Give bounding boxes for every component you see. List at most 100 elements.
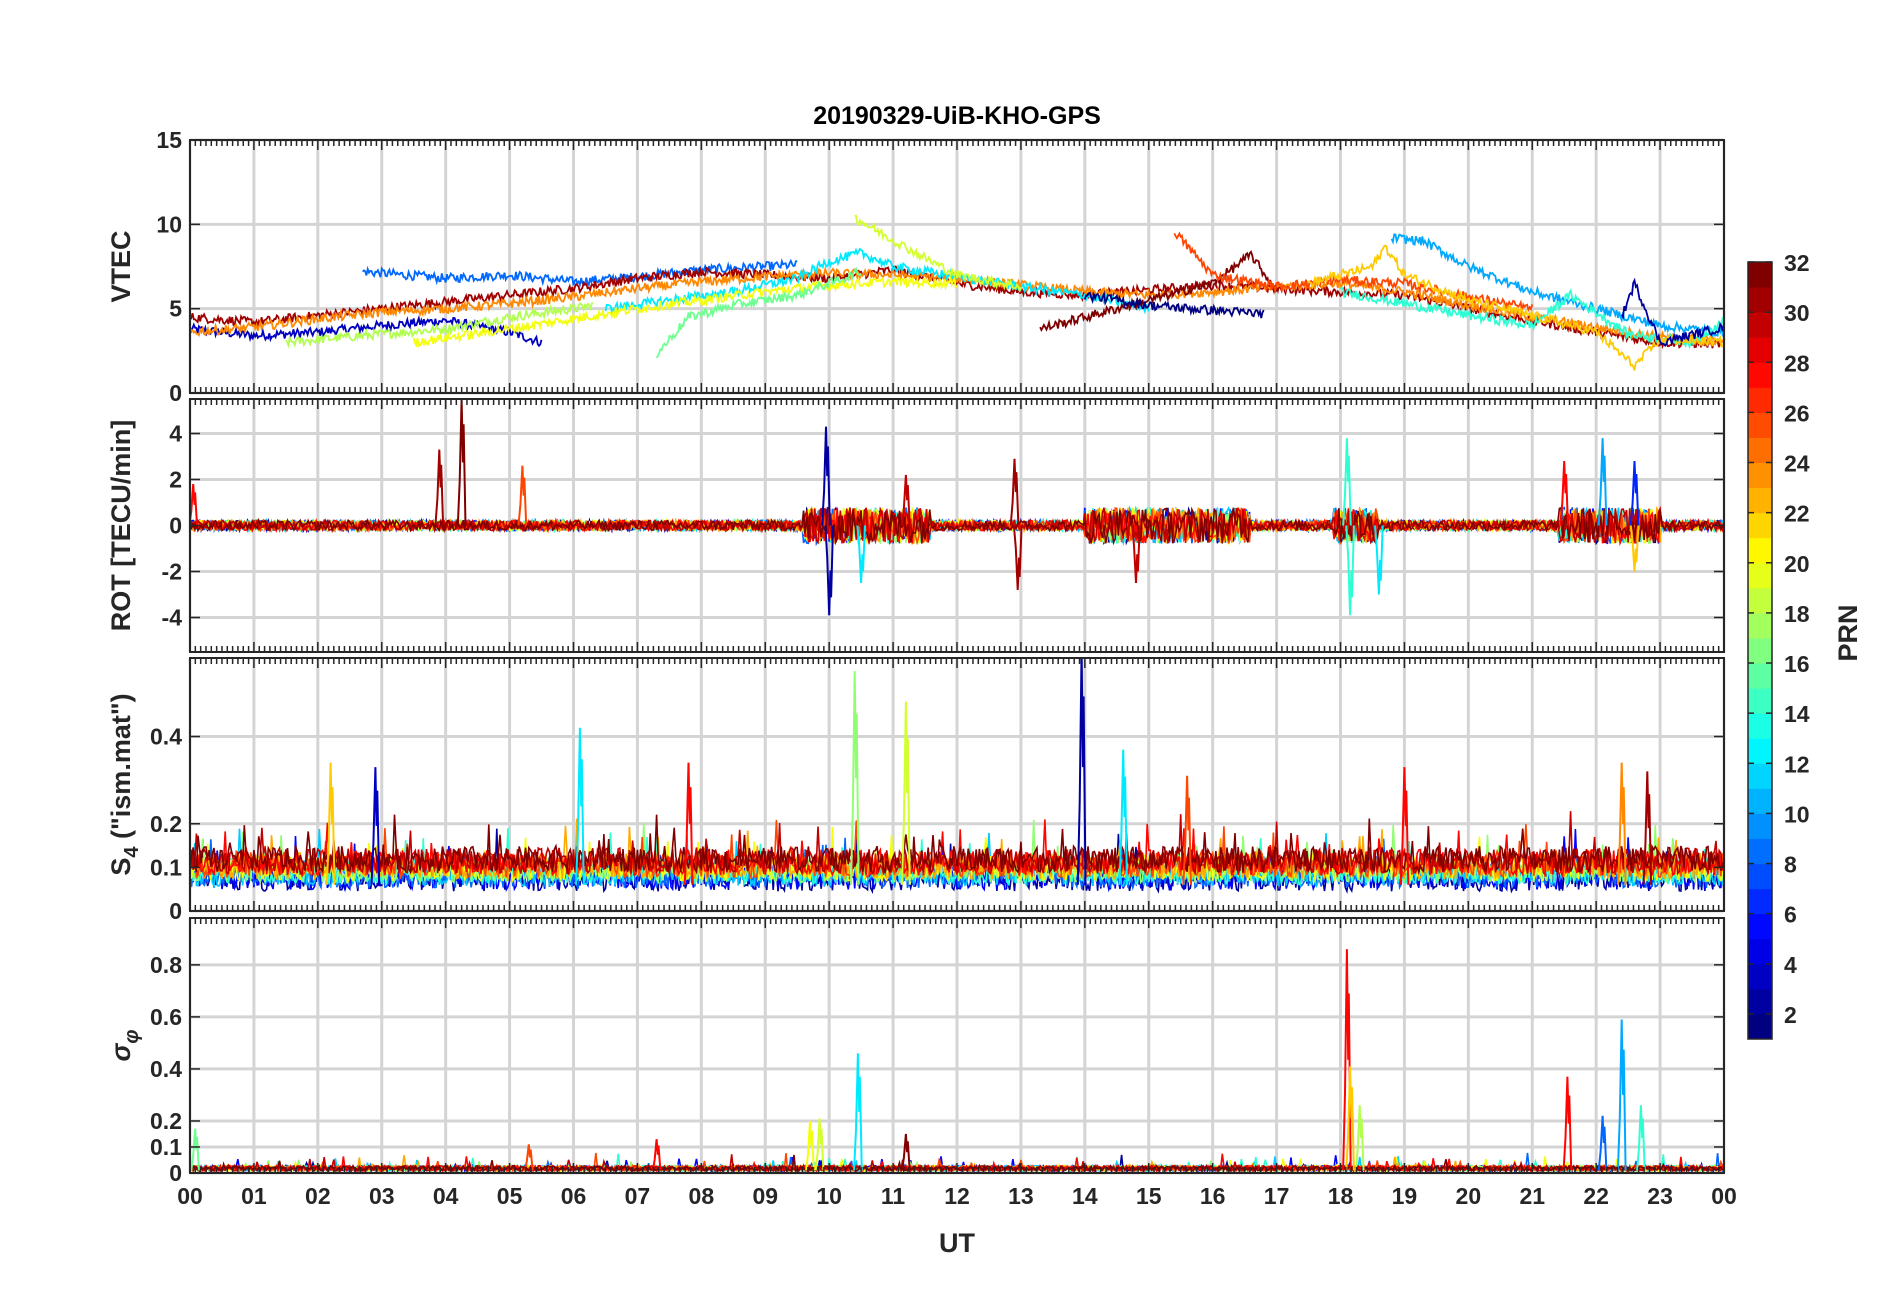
colorbar-box — [1747, 261, 1773, 1040]
colorbar-segment — [1748, 487, 1772, 514]
spike-prn-28 — [651, 1139, 662, 1171]
colorbar-segment — [1748, 437, 1772, 464]
spike-prn-16 — [190, 1128, 200, 1171]
colorbar-segment — [1748, 512, 1772, 539]
colorbar-segment — [1748, 362, 1772, 388]
x-tick-label: 20 — [1456, 1183, 1482, 1209]
series-vtec — [190, 214, 1724, 371]
spike-prn-26 — [1182, 775, 1192, 885]
colorbar-segment — [1748, 763, 1772, 789]
y-tick-label-rot: 4 — [169, 421, 182, 447]
colorbar-segment — [1748, 663, 1772, 689]
spike-prn-12 — [856, 525, 866, 584]
series-line-prn-30 — [190, 811, 1724, 877]
y-tick-label-sigma_phi: 0.8 — [150, 952, 182, 978]
spike-prn-10 — [1597, 438, 1608, 526]
y-tick-label-rot: 2 — [169, 467, 182, 493]
colorbar-tick-label: 8 — [1784, 852, 1797, 878]
spike-prn-28 — [1559, 461, 1569, 526]
spike-prn-20 — [805, 1120, 815, 1171]
panel-rot: -4 -2 0 2 4 ROT [TECU/min] — [106, 398, 1726, 653]
panel-sigma_phi: 00.10.2 0.4 0.6 0.8 σφ — [106, 917, 1726, 1186]
colorbar-segment — [1748, 537, 1772, 564]
x-tick-label: 02 — [305, 1183, 331, 1209]
spike-prn-32 — [456, 399, 467, 526]
colorbar-tick-label: 24 — [1784, 451, 1810, 477]
x-axis-label: UT — [939, 1228, 975, 1258]
colorbar-segment — [1748, 612, 1772, 639]
colorbar-segment — [1748, 738, 1772, 764]
spike-prn-3 — [370, 767, 381, 885]
y-tick-label-vtec: 5 — [169, 296, 182, 322]
spike-prn-22 — [325, 762, 336, 885]
colorbar-tick-label: 16 — [1784, 651, 1810, 677]
colorbar-tick-label: 4 — [1784, 952, 1797, 978]
spike-prn-2 — [1076, 658, 1087, 885]
series-line-prn-3 — [190, 314, 543, 348]
x-tick-label: 09 — [752, 1183, 778, 1209]
spike-prn-22 — [1345, 1066, 1355, 1171]
y-tick-label-rot: -4 — [162, 605, 183, 631]
y-tick-label-vtec: 10 — [156, 211, 182, 237]
colorbar-segment — [1748, 262, 1772, 288]
colorbar-tick-label: 20 — [1784, 551, 1810, 577]
y-tick-label-rot: -2 — [162, 559, 182, 585]
colorbar-tick-label: 28 — [1784, 350, 1810, 376]
spike-prn-31 — [434, 449, 445, 526]
series-line-prn-10 — [1390, 233, 1724, 338]
y-tick-label-s4: 0.1 — [150, 854, 182, 880]
colorbar-segment — [1748, 888, 1772, 915]
series-rot — [190, 399, 1724, 616]
y-axis-label-rot: ROT [TECU/min] — [106, 420, 136, 631]
spike-prn-12 — [853, 1053, 863, 1171]
spike-prn-19 — [901, 701, 911, 885]
y-tick-label-sigma_phi: 0.2 — [150, 1108, 182, 1134]
colorbar-segment — [1748, 287, 1772, 313]
y-tick-label-s4: 0 — [169, 898, 182, 924]
spike-prn-30 — [1131, 525, 1141, 584]
colorbar-tick-label: 30 — [1784, 300, 1810, 326]
spike-prn-12 — [1374, 525, 1384, 595]
spike-prn-17 — [849, 671, 860, 885]
spike-prn-31 — [1012, 525, 1023, 590]
series-line-prn-32 — [190, 814, 1724, 876]
colorbar-segment — [1748, 963, 1772, 990]
colorbar-tick-label: 6 — [1784, 902, 1797, 928]
colorbar-tick-label: 26 — [1784, 400, 1810, 426]
x-tick-label: 03 — [369, 1183, 395, 1209]
y-axis-label-vtec: VTEC — [106, 230, 136, 302]
colorbar-segment — [1748, 337, 1772, 363]
spike-prn-6 — [1629, 461, 1640, 526]
colorbar-tick-label: 10 — [1784, 801, 1810, 827]
x-tick-label: 10 — [816, 1183, 842, 1209]
y-tick-label-rot: 0 — [169, 513, 182, 539]
series-line-prn-22 — [1307, 244, 1724, 371]
series-line-prn-31 — [190, 265, 1724, 350]
x-tick-label: 22 — [1583, 1183, 1609, 1209]
colorbar-segment — [1748, 462, 1772, 489]
spike-prn-32 — [901, 1133, 911, 1171]
series-s4 — [190, 658, 1724, 895]
y-tick-label-sigma_phi: 0 — [169, 1160, 182, 1186]
x-tick-label: 15 — [1136, 1183, 1162, 1209]
x-tick-label: 17 — [1264, 1183, 1290, 1209]
x-tick-label: 18 — [1328, 1183, 1354, 1209]
spike-prn-14 — [1342, 438, 1352, 526]
series-line-prn-18 — [285, 302, 594, 349]
spike-prn-22 — [1629, 525, 1640, 572]
y-tick-label-s4: 0.2 — [150, 811, 182, 837]
x-tick-label: 04 — [433, 1183, 459, 1209]
spike-prn-19 — [814, 1118, 825, 1171]
colorbar-tick-label: 22 — [1784, 501, 1810, 527]
y-axis-label-sigma_phi: σφ — [106, 1030, 143, 1062]
colorbar-segment — [1748, 688, 1772, 714]
colorbar-segment — [1748, 813, 1772, 839]
y-tick-label-vtec: 0 — [169, 380, 182, 406]
spike-prn-26 — [517, 465, 528, 526]
y-tick-label-sigma_phi: 0.1 — [150, 1134, 182, 1160]
spike-prn-26 — [523, 1144, 534, 1171]
spike-prn-28 — [1399, 767, 1410, 885]
colorbar-segment — [1748, 913, 1772, 940]
spike-prn-28 — [1562, 1076, 1573, 1171]
colorbar-segment — [1748, 587, 1772, 614]
